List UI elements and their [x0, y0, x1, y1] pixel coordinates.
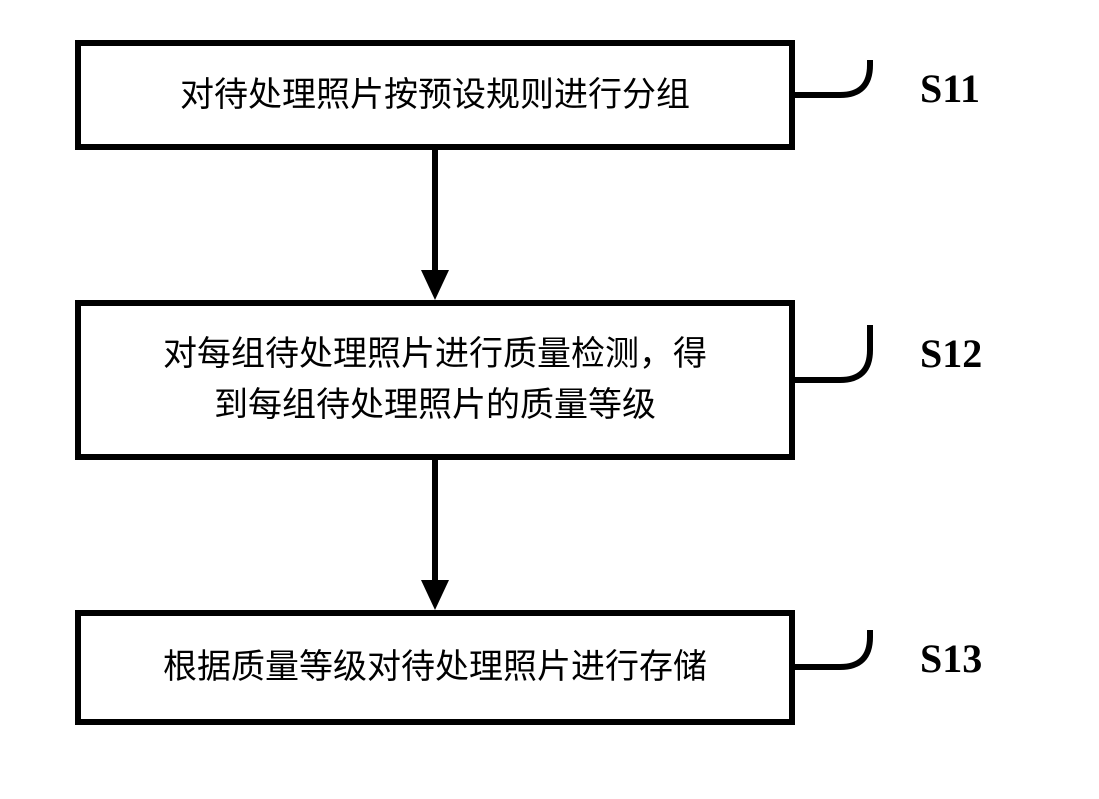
flowchart-canvas: 对待处理照片按预设规则进行分组对每组待处理照片进行质量检测，得 到每组待处理照片… [0, 0, 1099, 799]
flow-arrow [0, 0, 1099, 799]
